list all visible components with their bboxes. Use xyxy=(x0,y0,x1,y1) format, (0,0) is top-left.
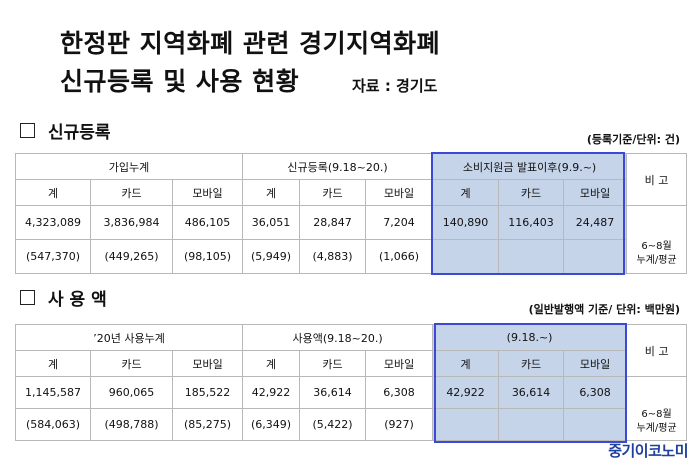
section-heading-text: 사 용 액 xyxy=(48,290,107,310)
table-cell: 6,308 xyxy=(365,376,434,409)
table-cell xyxy=(432,239,500,274)
table-cell: 1,145,587 xyxy=(15,376,91,409)
table-cell: 4,323,089 xyxy=(15,205,91,240)
subheader: 모바일 xyxy=(364,179,434,206)
table-cell: 6,308 xyxy=(563,376,628,409)
remark-line2: 누계/평균 xyxy=(636,254,677,266)
subheader: 계 xyxy=(15,179,91,206)
table-cell: 116,403 xyxy=(498,205,565,240)
subheader: 계 xyxy=(432,179,500,206)
table-cell: (98,105) xyxy=(172,239,243,274)
table-cell: 36,614 xyxy=(498,376,565,409)
subheader: 카드 xyxy=(90,350,173,377)
subheader: 모바일 xyxy=(563,350,628,377)
subheader: 카드 xyxy=(498,350,565,377)
subheader: 모바일 xyxy=(171,350,244,377)
group-header-highlight: (9.18.~) xyxy=(432,324,628,351)
group-header-highlight: 소비지원금 발표이후(9.9.~) xyxy=(432,153,628,180)
subheader: 계 xyxy=(432,350,500,377)
unit-note: (등록기준/단위: 건) xyxy=(586,133,680,146)
table-cell: 960,065 xyxy=(90,376,173,409)
remark-header: 비 고 xyxy=(626,153,688,206)
table-cell: (4,883) xyxy=(299,239,366,274)
remark-header: 비 고 xyxy=(626,324,688,377)
subheader: 카드 xyxy=(299,350,367,377)
table-cell: 185,522 xyxy=(171,376,244,409)
remark-cell: 6~8월 누계/평균 xyxy=(626,376,688,441)
table-cell: 42,922 xyxy=(432,376,500,409)
table-cell: 42,922 xyxy=(242,376,301,409)
group-header: 가입누계 xyxy=(15,153,243,180)
usage-table: ’20년 사용누계 사용액(9.18~20.) (9.18.~) 비 고 계 카… xyxy=(14,324,688,441)
remark-line1: 6~8월 xyxy=(641,408,672,420)
remark-line2: 누계/평균 xyxy=(636,422,677,434)
table-cell: (5,422) xyxy=(299,408,367,441)
table-cell: (498,788) xyxy=(90,408,173,441)
table-cell: 36,614 xyxy=(299,376,367,409)
table-cell: 24,487 xyxy=(563,205,628,240)
table-cell: 7,204 xyxy=(364,205,434,240)
group-header: ’20년 사용누계 xyxy=(14,324,244,351)
remark-line1: 6~8월 xyxy=(641,240,672,252)
table-cell xyxy=(563,239,628,274)
table-cell: (449,265) xyxy=(90,239,173,274)
subheader: 모바일 xyxy=(365,350,434,377)
subheader: 모바일 xyxy=(563,179,628,206)
page-title-line1: 한정판 지역화폐 관련 경기지역화폐 xyxy=(60,29,441,58)
table-cell: 486,105 xyxy=(172,205,243,240)
table-cell xyxy=(498,239,565,274)
subheader: 계 xyxy=(242,179,300,206)
registration-table: 가입누계 신규등록(9.18~20.) 소비지원금 발표이후(9.9.~) 비 … xyxy=(15,153,688,274)
table-cell: 140,890 xyxy=(432,205,500,240)
table-cell: 28,847 xyxy=(299,205,366,240)
page-title-line2: 신규등록 및 사용 현황 xyxy=(60,67,300,96)
subheader: 카드 xyxy=(299,179,366,206)
checkbox-square-icon xyxy=(20,123,35,138)
remark-cell: 6~8월 누계/평균 xyxy=(626,205,688,274)
table-cell xyxy=(563,408,628,441)
source-label: 자료 : 경기도 xyxy=(352,77,438,95)
section-heading-text: 신규등록 xyxy=(48,123,111,143)
subheader: 모바일 xyxy=(172,179,243,206)
subheader: 계 xyxy=(242,350,301,377)
subheader: 카드 xyxy=(498,179,565,206)
section-heading-registration: 신규등록 xyxy=(20,118,111,143)
table-cell: (1,066) xyxy=(364,239,434,274)
table-cell: (927) xyxy=(365,408,434,441)
group-header: 사용액(9.18~20.) xyxy=(242,324,434,351)
subheader: 카드 xyxy=(90,179,173,206)
subheader: 계 xyxy=(15,350,91,377)
table-cell: (85,275) xyxy=(171,408,244,441)
unit-note: (일반발행액 기준/ 단위: 백만원) xyxy=(528,303,680,316)
table-cell: (5,949) xyxy=(242,239,300,274)
table-cell: 3,836,984 xyxy=(90,205,173,240)
section-heading-usage: 사 용 액 xyxy=(20,285,107,310)
checkbox-square-icon xyxy=(20,290,35,305)
group-header: 신규등록(9.18~20.) xyxy=(241,153,434,180)
table-cell xyxy=(432,408,500,441)
table-cell: (584,063) xyxy=(15,408,91,441)
table-cell: 36,051 xyxy=(242,205,300,240)
table-cell xyxy=(498,408,565,441)
table-cell: (547,370) xyxy=(15,239,91,274)
table-cell: (6,349) xyxy=(242,408,301,441)
publisher-watermark: 중기이코노미 xyxy=(608,442,688,460)
